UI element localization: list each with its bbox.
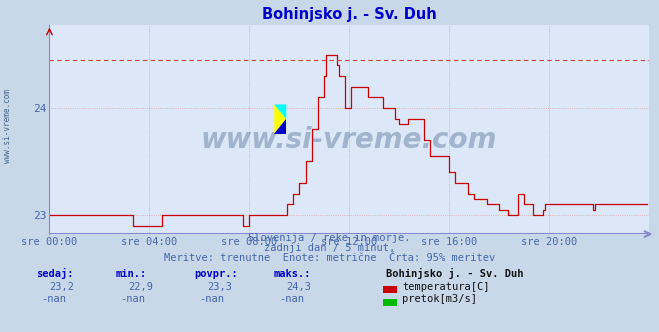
Text: www.si-vreme.com: www.si-vreme.com <box>3 89 13 163</box>
Text: -nan: -nan <box>42 294 67 304</box>
Polygon shape <box>274 104 286 134</box>
Text: 23,2: 23,2 <box>49 282 74 291</box>
Text: Bohinjsko j. - Sv. Duh: Bohinjsko j. - Sv. Duh <box>386 268 523 279</box>
Text: maks.:: maks.: <box>273 269 311 279</box>
Text: min.:: min.: <box>115 269 146 279</box>
Text: 24,3: 24,3 <box>287 282 312 291</box>
Text: -nan: -nan <box>200 294 225 304</box>
Text: temperatura[C]: temperatura[C] <box>402 282 490 291</box>
Text: sedaj:: sedaj: <box>36 268 74 279</box>
Text: Slovenija / reke in morje.: Slovenija / reke in morje. <box>248 233 411 243</box>
Polygon shape <box>274 104 286 119</box>
Text: 22,9: 22,9 <box>129 282 154 291</box>
Text: pretok[m3/s]: pretok[m3/s] <box>402 294 477 304</box>
Text: povpr.:: povpr.: <box>194 269 238 279</box>
Text: 23,3: 23,3 <box>208 282 233 291</box>
Text: www.si-vreme.com: www.si-vreme.com <box>201 126 498 154</box>
Title: Bohinjsko j. - Sv. Duh: Bohinjsko j. - Sv. Duh <box>262 7 437 22</box>
Text: -nan: -nan <box>279 294 304 304</box>
Text: zadnji dan / 5 minut.: zadnji dan / 5 minut. <box>264 243 395 253</box>
Polygon shape <box>274 119 286 134</box>
Text: -nan: -nan <box>121 294 146 304</box>
Text: Meritve: trenutne  Enote: metrične  Črta: 95% meritev: Meritve: trenutne Enote: metrične Črta: … <box>164 253 495 263</box>
